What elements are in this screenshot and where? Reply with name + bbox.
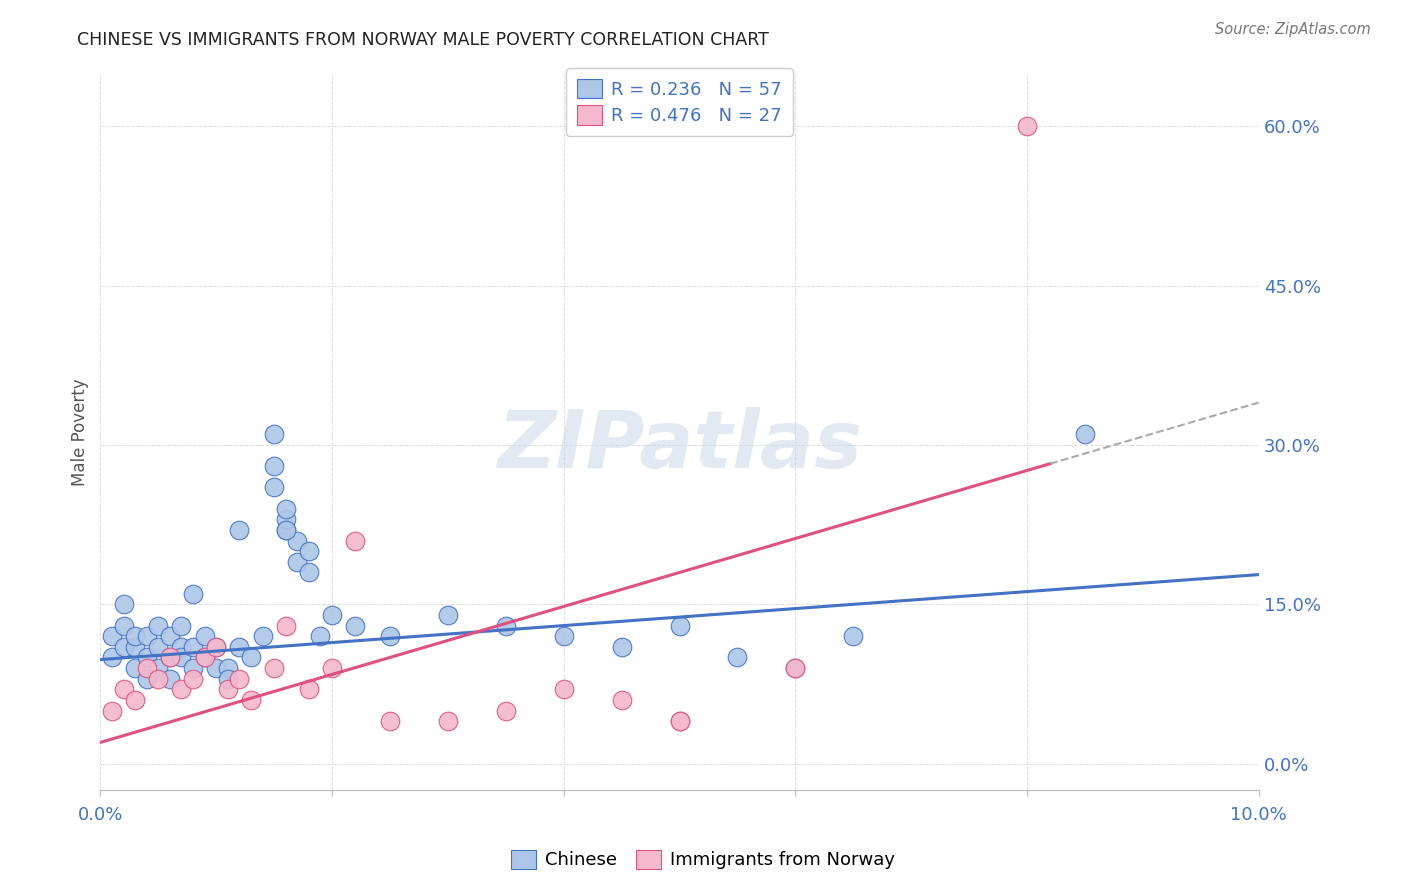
Point xyxy=(274,523,297,537)
Text: 0.0%: 0.0% xyxy=(77,806,124,824)
Point xyxy=(170,640,193,654)
Point xyxy=(124,661,146,675)
Point xyxy=(148,640,170,654)
Point xyxy=(668,714,690,728)
Point xyxy=(205,661,228,675)
Point xyxy=(274,512,297,526)
Point xyxy=(1015,120,1038,134)
Point xyxy=(344,533,367,548)
Point xyxy=(148,672,170,686)
Point xyxy=(610,640,633,654)
Point xyxy=(135,650,157,665)
Point xyxy=(194,650,217,665)
Point xyxy=(159,629,181,643)
Point xyxy=(298,566,321,580)
Point xyxy=(344,618,367,632)
Point xyxy=(285,555,308,569)
Point xyxy=(135,629,157,643)
Point xyxy=(437,607,460,622)
Point xyxy=(378,714,401,728)
Point xyxy=(148,661,170,675)
Point xyxy=(181,640,204,654)
Point xyxy=(263,481,285,495)
Point xyxy=(228,640,250,654)
Point xyxy=(170,618,193,632)
Point xyxy=(285,533,308,548)
Point xyxy=(217,672,239,686)
Point xyxy=(321,607,343,622)
Point xyxy=(228,523,250,537)
Y-axis label: Male Poverty: Male Poverty xyxy=(72,378,89,485)
Point xyxy=(553,682,575,697)
Point xyxy=(112,618,135,632)
Point xyxy=(101,704,124,718)
Legend: Chinese, Immigrants from Norway: Chinese, Immigrants from Norway xyxy=(502,840,904,879)
Point xyxy=(495,618,517,632)
Text: ZIPatlas: ZIPatlas xyxy=(498,407,862,485)
Point xyxy=(298,682,321,697)
Text: CHINESE VS IMMIGRANTS FROM NORWAY MALE POVERTY CORRELATION CHART: CHINESE VS IMMIGRANTS FROM NORWAY MALE P… xyxy=(77,31,769,49)
Point xyxy=(181,587,204,601)
Point xyxy=(170,682,193,697)
Point xyxy=(205,640,228,654)
Point xyxy=(194,650,217,665)
Point xyxy=(252,629,274,643)
Point xyxy=(309,629,332,643)
Point xyxy=(148,618,170,632)
Point xyxy=(495,704,517,718)
Point xyxy=(274,523,297,537)
Point xyxy=(181,672,204,686)
Point xyxy=(112,598,135,612)
Point xyxy=(239,650,262,665)
Point xyxy=(321,661,343,675)
Point xyxy=(727,650,749,665)
Point xyxy=(378,629,401,643)
Point xyxy=(263,427,285,442)
Point xyxy=(170,650,193,665)
Point xyxy=(135,661,157,675)
Point xyxy=(239,693,262,707)
Point xyxy=(1074,427,1097,442)
Point xyxy=(217,661,239,675)
Text: 10.0%: 10.0% xyxy=(1230,806,1286,824)
Point xyxy=(274,618,297,632)
Text: Source: ZipAtlas.com: Source: ZipAtlas.com xyxy=(1215,22,1371,37)
Point xyxy=(112,640,135,654)
Point xyxy=(159,672,181,686)
Point xyxy=(785,661,807,675)
Point xyxy=(668,714,690,728)
Point xyxy=(217,682,239,697)
Point xyxy=(553,629,575,643)
Point xyxy=(668,618,690,632)
Point xyxy=(159,650,181,665)
Point xyxy=(274,501,297,516)
Point xyxy=(135,672,157,686)
Point xyxy=(205,640,228,654)
Point xyxy=(124,640,146,654)
Point xyxy=(437,714,460,728)
Point xyxy=(159,650,181,665)
Legend: R = 0.236   N = 57, R = 0.476   N = 27: R = 0.236 N = 57, R = 0.476 N = 27 xyxy=(567,68,793,136)
Point xyxy=(112,682,135,697)
Point xyxy=(610,693,633,707)
Point xyxy=(194,629,217,643)
Point xyxy=(298,544,321,558)
Point xyxy=(263,459,285,474)
Point xyxy=(181,661,204,675)
Point xyxy=(101,650,124,665)
Point xyxy=(101,629,124,643)
Point xyxy=(124,693,146,707)
Point xyxy=(842,629,865,643)
Point xyxy=(785,661,807,675)
Point xyxy=(263,661,285,675)
Point xyxy=(124,629,146,643)
Point xyxy=(228,672,250,686)
